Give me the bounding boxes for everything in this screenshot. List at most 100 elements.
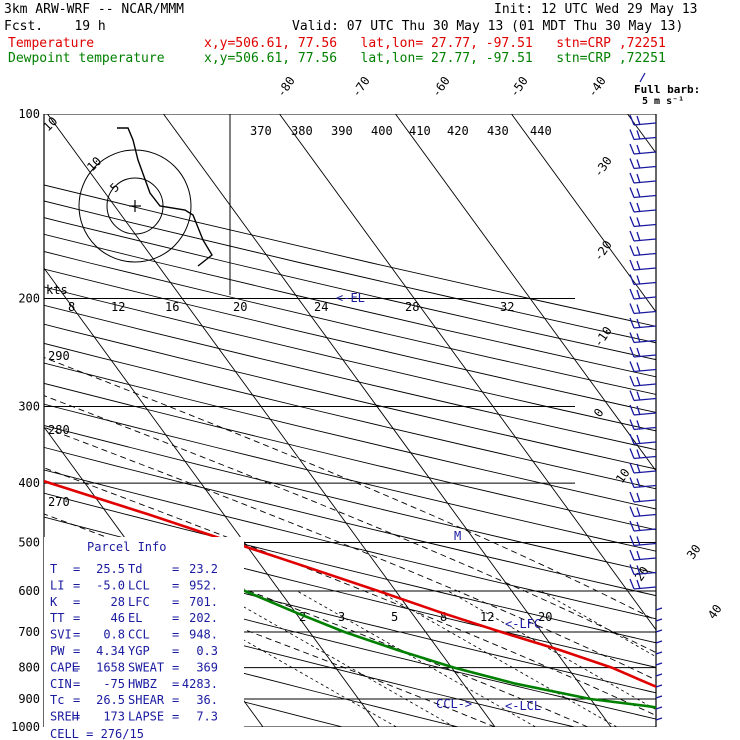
dewpoint-location: x,y=506.61, 77.56 lat,lon= 27.77, -97.51…: [204, 51, 666, 66]
model-title: 3km ARW-WRF -- NCAR/MMM: [4, 2, 185, 17]
barb-staff: [633, 180, 657, 184]
barb-flag: [636, 188, 641, 198]
dry-adiabat: [44, 251, 656, 395]
wind-barb: [629, 375, 657, 387]
parcel-eq: =: [73, 562, 80, 576]
parcel-eq: =: [172, 693, 179, 707]
barb-flag: [629, 578, 635, 590]
parcel-value: 26.5: [96, 693, 125, 707]
isotherm-label: -70: [349, 74, 373, 100]
parcel-key: SWEAT: [128, 660, 164, 674]
barb-flag: [636, 376, 641, 387]
barb-flag: [636, 347, 641, 358]
isotherm: [47, 114, 496, 727]
parcel-key: EL: [128, 611, 142, 625]
mixing-ratio-label: 2: [299, 610, 306, 624]
parcel-eq: =: [73, 677, 80, 691]
mixing-ratio-label: 5: [391, 610, 398, 624]
hodograph-speed-label: 28: [405, 300, 419, 314]
wind-barb: [629, 143, 657, 155]
barb-flag: [636, 115, 641, 126]
barb-flag: [636, 304, 641, 314]
parcel-key: SHEAR: [128, 693, 165, 707]
barb-staff: [655, 640, 663, 644]
barb-flag: [629, 520, 635, 532]
mixing-ratio-line: [540, 590, 656, 658]
theta-label: 290: [48, 349, 70, 363]
barb-staff: [655, 673, 663, 677]
parcel-key: CIN: [50, 677, 72, 691]
parcel-eq: =: [172, 595, 179, 609]
mixing-ratio-line: [447, 590, 656, 711]
wind-barb: [629, 129, 657, 141]
barb-staff: [655, 684, 663, 688]
parcel-value: 46: [111, 611, 125, 625]
barb-staff: [633, 426, 657, 431]
hodograph-units: kts: [46, 283, 68, 297]
barb-flag: [629, 114, 635, 126]
pressure-tick-label: 200: [18, 292, 40, 306]
parcel-value: 1658: [96, 660, 125, 674]
parcel-value: 202.: [189, 611, 218, 625]
barb-staff: [633, 484, 657, 489]
dry-adiabat: [44, 286, 656, 432]
parcel-value: 4283.: [182, 677, 218, 691]
parcel-eq: =: [73, 693, 80, 707]
wind-barb: [629, 520, 657, 532]
barb-flag: [629, 201, 635, 213]
barb-flag: [629, 317, 635, 329]
barb-legend-units: 5 m s⁻¹: [642, 96, 684, 107]
barb-flag: [629, 274, 635, 285]
pressure-axis: 100 200 300 400 500 600 700 800 900 1000: [11, 107, 40, 734]
dry-adiabat: [44, 593, 575, 727]
barb-flag: [636, 246, 641, 256]
barb-staff: [633, 122, 657, 126]
isotherm: [279, 114, 656, 631]
barb-flag: [629, 404, 635, 416]
ccl-marker: CCL->: [436, 697, 472, 711]
temperature-location: x,y=506.61, 77.56 lat,lon= 27.77, -97.51…: [204, 36, 666, 51]
theta-label: 280: [48, 423, 70, 437]
parcel-cell: CELL = 276/15: [50, 727, 144, 740]
wind-barb: [629, 578, 657, 590]
wind-barb: [629, 419, 657, 431]
parcel-value: 0.8: [103, 628, 125, 642]
barb-staff: [655, 651, 663, 655]
hodograph-ring-label: 10: [40, 114, 60, 134]
parcel-eq: =: [172, 710, 179, 724]
theta-e-label: 410: [409, 124, 431, 138]
theta-e-label: 440: [530, 124, 552, 138]
parcel-key: CCL: [128, 628, 150, 642]
barb-flag: [636, 130, 641, 140]
barb-flag: [636, 405, 641, 416]
parcel-value: 28: [111, 595, 125, 609]
pressure-tick-label: 700: [18, 625, 40, 639]
wind-barb: [655, 651, 663, 655]
isotherm-label: 0: [591, 406, 607, 420]
barb-staff: [633, 455, 657, 460]
theta-label: 270: [48, 495, 70, 509]
isotherm-label: -50: [507, 74, 531, 100]
parcel-key: YGP: [128, 644, 150, 658]
barb-flag: [636, 231, 641, 242]
barb-flag: [629, 535, 635, 546]
wind-barb: [655, 695, 663, 699]
hodograph-speed-label: 16: [165, 300, 179, 314]
parcel-eq: =: [172, 611, 179, 625]
parcel-eq: =: [172, 644, 179, 658]
wind-barb: [629, 433, 657, 445]
barb-staff: [633, 223, 657, 228]
barb-flag: [629, 245, 635, 256]
moist-adiabat: [44, 513, 588, 727]
wind-barb: [629, 303, 657, 315]
init-time: Init: 12 UTC Wed 29 May 13: [494, 2, 698, 17]
barb-flag: [629, 346, 635, 358]
barb-flag: [636, 202, 641, 213]
barb-flag: [629, 172, 635, 184]
wind-barb: [629, 216, 657, 228]
barb-flag: [636, 449, 641, 459]
barb-flag: [636, 463, 641, 474]
parcel-key: T: [50, 562, 57, 576]
barb-staff: [633, 397, 657, 402]
parcel-value: 4.34: [96, 644, 125, 658]
